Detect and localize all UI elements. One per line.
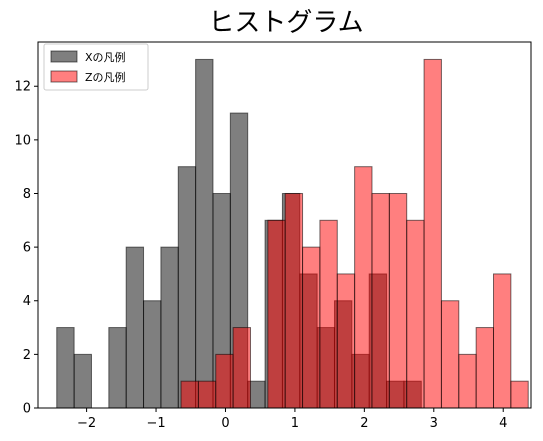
legend: Xの凡例 Zの凡例 xyxy=(43,43,149,91)
hist-bar-z xyxy=(406,219,425,409)
x-tick-label: −2 xyxy=(77,416,96,431)
x-tick-label: 3 xyxy=(430,416,438,431)
bars-layer xyxy=(56,58,529,409)
hist-bar-z xyxy=(510,380,529,409)
hist-bar-z xyxy=(493,273,512,409)
x-tick-label: 1 xyxy=(291,416,299,431)
hist-bar-z xyxy=(458,353,477,409)
x-tick-label: 4 xyxy=(499,416,507,431)
legend-label-x: Xの凡例 xyxy=(85,50,126,64)
hist-bar-z xyxy=(232,327,251,409)
hist-bar-z xyxy=(302,246,321,409)
y-tick-label: 4 xyxy=(23,294,31,309)
hist-bar-x xyxy=(160,246,179,409)
hist-bar-z xyxy=(440,300,460,409)
hist-bar-z xyxy=(197,380,217,409)
x-tick-label: −1 xyxy=(146,416,165,431)
hist-bar-x xyxy=(195,58,214,409)
hist-bar-z xyxy=(388,192,408,409)
hist-bar-z xyxy=(475,327,495,409)
hist-bar-x xyxy=(108,327,127,409)
y-tick-label: 0 xyxy=(23,402,31,417)
hist-bar-x xyxy=(177,166,197,409)
y-tick-label: 2 xyxy=(23,348,31,363)
hist-bar-x xyxy=(56,327,75,409)
plot-frame xyxy=(37,41,532,409)
hist-bar-z xyxy=(215,353,234,409)
hist-bar-z xyxy=(319,219,338,409)
hist-bar-z xyxy=(354,166,373,409)
y-tick-label: 10 xyxy=(14,133,31,148)
legend-swatch-x xyxy=(50,50,78,63)
y-tick-label: 8 xyxy=(23,187,31,202)
y-tick-label: 6 xyxy=(23,241,31,256)
hist-bar-z xyxy=(371,192,390,409)
hist-bar-z xyxy=(180,380,199,409)
x-tick-label: 0 xyxy=(221,416,229,431)
hist-bar-x xyxy=(143,300,162,409)
hist-bar-z xyxy=(423,58,442,409)
hist-bar-x xyxy=(73,353,92,409)
legend-swatch-z xyxy=(50,70,78,83)
legend-label-z: Zの凡例 xyxy=(85,70,126,84)
chart-title: ヒストグラム xyxy=(208,8,363,38)
y-tick-label: 12 xyxy=(14,80,31,95)
hist-bar-z xyxy=(284,192,304,409)
hist-bar-x xyxy=(125,246,145,409)
x-tick-label: 2 xyxy=(360,416,368,431)
hist-bar-z xyxy=(267,219,286,409)
hist-bar-z xyxy=(336,273,356,409)
